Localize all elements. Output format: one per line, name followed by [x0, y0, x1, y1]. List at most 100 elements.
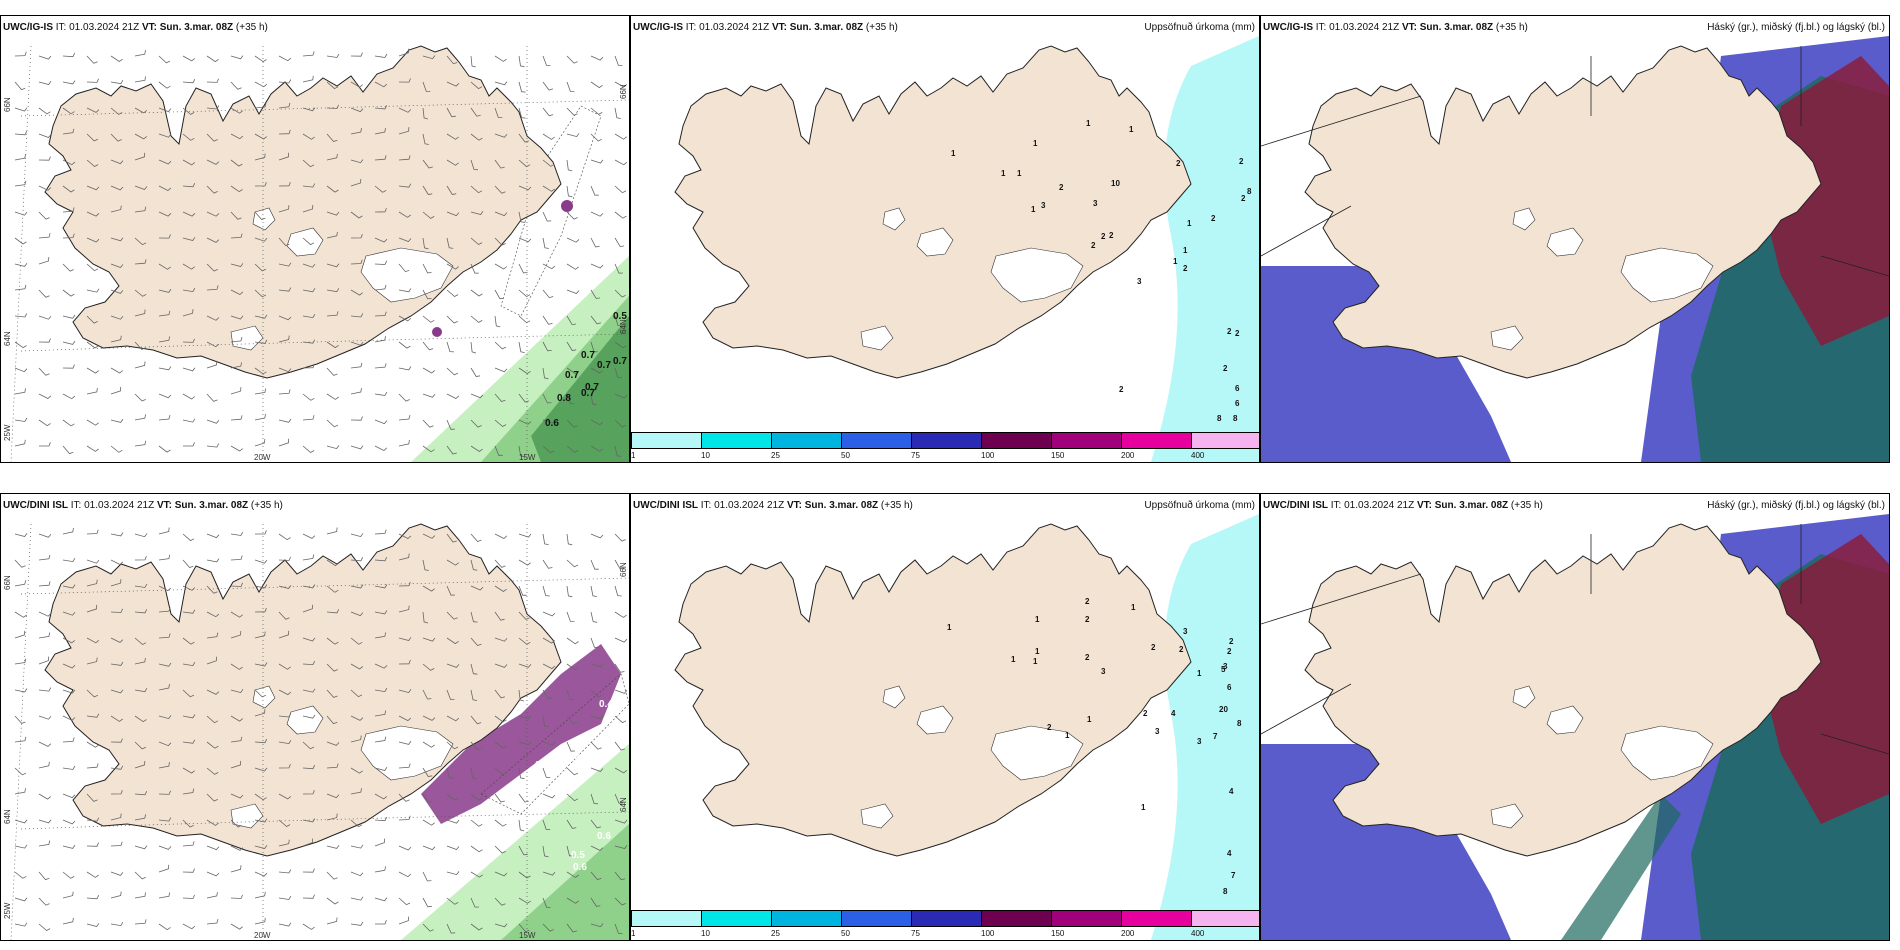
wind-barb — [302, 51, 315, 57]
wind-barb — [158, 366, 172, 371]
wind-barb — [206, 263, 218, 272]
wind-barb — [446, 897, 459, 905]
wind-barb — [86, 315, 98, 324]
wind-barb — [182, 107, 195, 115]
snow-value-label: 0.6 — [597, 831, 611, 842]
precip-value-label: 2 — [1119, 385, 1124, 394]
wind-barb — [206, 558, 220, 563]
wind-barb — [518, 367, 531, 375]
wind-barb — [158, 133, 172, 138]
wind-barb — [110, 55, 123, 62]
wind-barb — [326, 81, 339, 90]
wind-barb — [590, 897, 601, 907]
wind-barb — [158, 263, 171, 270]
wind-barb — [14, 871, 27, 879]
wind-barb — [182, 819, 194, 828]
wind-barb — [422, 81, 431, 92]
precip-value-label: 3 — [1183, 627, 1188, 636]
wind-barb — [14, 630, 26, 639]
wind-barb — [302, 818, 316, 823]
wind-barb — [422, 341, 434, 351]
precip-colorbar: 1 10 25 50 75 100 150 200 400 — [631, 432, 1259, 462]
precip-value-label: 1 — [1035, 647, 1040, 656]
wind-barb — [470, 210, 484, 215]
wind-barb — [278, 129, 291, 135]
lat-label-25w: 25W — [3, 902, 12, 919]
wind-barb — [494, 767, 507, 776]
wind-barb — [110, 738, 123, 743]
wind-barb — [134, 309, 146, 317]
wind-barb — [206, 443, 220, 448]
wind-barb — [230, 760, 242, 769]
precip-value-label: 1 — [1183, 246, 1188, 255]
wind-barb — [398, 315, 412, 322]
wind-barb — [110, 335, 122, 343]
wind-barb — [374, 260, 387, 265]
wind-barb — [302, 764, 316, 770]
wind-barb — [182, 393, 196, 400]
lon-label-15w: 15W — [519, 453, 536, 462]
wind-barb — [278, 663, 291, 670]
wind-barb — [446, 55, 458, 65]
wind-barb — [518, 871, 531, 879]
glacier-myrdalsjokull — [230, 325, 264, 351]
wind-barb — [350, 178, 362, 187]
wind-barb — [110, 891, 122, 899]
wind-barb — [398, 689, 412, 694]
wind-barb — [590, 263, 604, 269]
wind-barb — [326, 211, 340, 216]
wind-barb — [254, 709, 266, 717]
precip-value-label: 1 — [1065, 731, 1070, 740]
wind-barb — [278, 315, 292, 321]
wind-barb — [422, 611, 429, 624]
wind-barb — [230, 663, 243, 670]
wind-barb — [182, 868, 195, 873]
wind-barb — [374, 207, 387, 213]
wind-barb — [350, 313, 364, 318]
snow-value-label: 0.7 — [613, 356, 627, 367]
wind-barb — [14, 131, 28, 136]
wind-barb — [566, 55, 578, 64]
graticule-66n — [20, 577, 629, 595]
precip-value-label: 2 — [1183, 264, 1188, 273]
precip-value-label: 1 — [1031, 205, 1036, 214]
wind-barb — [446, 533, 457, 543]
wind-barb — [494, 185, 506, 194]
wind-barb — [302, 554, 315, 561]
wind-barb — [38, 687, 52, 692]
wind-barb — [134, 289, 147, 297]
wind-barb — [14, 237, 27, 245]
precip-value-label: 3 — [1101, 667, 1106, 676]
precip-value-label: 1 — [947, 623, 952, 632]
colorbar-label: 1 — [631, 451, 636, 460]
snow-value-label: 0.7 — [581, 388, 595, 399]
glacier-hofsjokull — [882, 685, 906, 709]
glacier-myrdalsjokull — [1490, 325, 1524, 351]
precip-value-label: 2 — [1227, 327, 1232, 336]
wind-barb — [374, 687, 388, 693]
wind-barb — [278, 689, 292, 696]
wind-barb — [182, 211, 196, 217]
panel-precip-dini: 1 1 2 2 1 1 1 2 3 1 2 2 3 2 2 3 1 2 4 3 1 2 1 3 7 20 5 6 8 4 1 4 7 8 UWC/… — [630, 493, 1260, 941]
wind-barb — [230, 211, 242, 220]
wind-barb — [614, 315, 623, 327]
wind-barb — [518, 637, 531, 645]
wind-barb — [182, 367, 196, 372]
wind-barb — [110, 367, 124, 374]
wind-barb — [158, 527, 170, 535]
wind-barb — [134, 533, 148, 538]
wind-barb — [446, 871, 460, 876]
wind-barb — [278, 262, 292, 267]
precip-value-label: 8 — [1237, 719, 1242, 728]
wind-barb — [590, 419, 604, 426]
map-wind-snow: 0.40.30.30.60.50.60.3 — [10, 523, 629, 940]
wind-barb — [230, 819, 242, 828]
wind-barb — [182, 585, 196, 591]
wind-barb — [542, 159, 555, 167]
wind-barb — [566, 211, 578, 220]
wind-barb — [110, 789, 123, 795]
snow-value-label: 0.3 — [535, 760, 549, 771]
wind-barb — [230, 715, 244, 722]
wind-barb — [206, 419, 220, 424]
